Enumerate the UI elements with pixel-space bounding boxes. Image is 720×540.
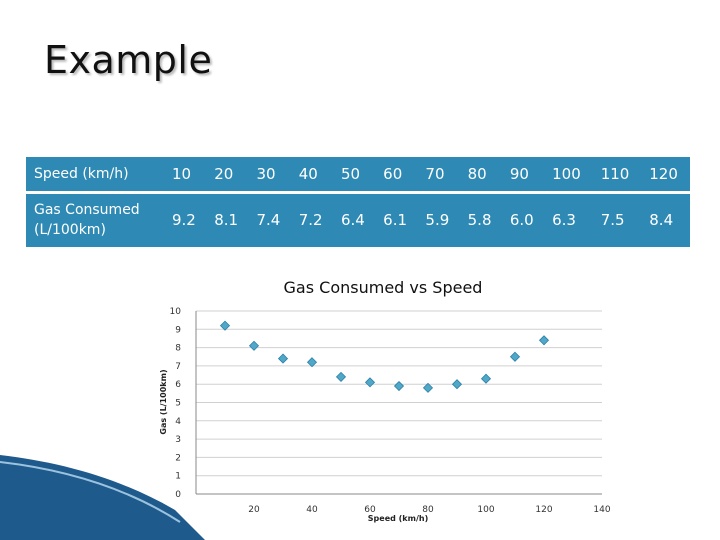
gas-cell: 6.0 <box>509 211 534 230</box>
data-point <box>364 377 376 388</box>
y-tick-label: 6 <box>175 380 181 390</box>
y-tick-label: 8 <box>175 344 181 354</box>
speed-cell: 90 <box>501 157 545 194</box>
speed-cell: 80 <box>459 157 502 194</box>
y-tick-label: 5 <box>175 399 181 409</box>
x-tick-label: 80 <box>422 505 434 515</box>
speed-cell: 20 <box>206 157 249 194</box>
speed-cell: 60 <box>375 157 418 194</box>
data-point <box>480 373 492 384</box>
speed-cell: 50 <box>332 157 376 194</box>
x-tick-label: 60 <box>364 505 376 515</box>
data-points <box>219 320 550 393</box>
y-tick-label: 2 <box>175 453 181 463</box>
y-tick-label: 1 <box>175 472 181 482</box>
gas-row-header: Gas Consumed (L/100km) <box>34 202 140 239</box>
decorative-swoosh-highlight <box>0 461 181 523</box>
gas-cell: 9.2 <box>172 211 196 230</box>
data-point <box>393 380 405 392</box>
data-point <box>335 371 347 382</box>
data-point <box>306 357 318 368</box>
gridlines <box>196 310 602 477</box>
data-point <box>277 353 289 364</box>
gas-cell: 5.9 <box>425 211 450 230</box>
data-point <box>248 340 260 351</box>
decorative-swoosh <box>0 455 205 540</box>
gas-cell: 7.4 <box>256 211 281 230</box>
x-tick-label: 140 <box>593 505 610 515</box>
speed-cell: 30 <box>248 157 291 194</box>
speed-cell: 120 <box>641 157 690 194</box>
data-point <box>422 382 434 393</box>
gas-cell: 6.4 <box>340 211 365 230</box>
gas-cell: 6.1 <box>383 211 408 230</box>
gas-row: Gas Consumed (L/100km) 9.2 8.1 7.4 7.2 6… <box>26 192 690 247</box>
speed-cell: 100 <box>544 157 593 194</box>
speed-row: Speed (km/h) 10 20 30 40 50 60 70 80 90 … <box>26 157 690 194</box>
speed-cell: 40 <box>290 157 333 194</box>
y-tick-label: 10 <box>170 307 182 317</box>
data-point <box>538 335 550 346</box>
data-point <box>219 320 231 331</box>
data-point <box>451 379 463 390</box>
data-point <box>509 351 521 362</box>
y-tick-label: 9 <box>175 325 181 335</box>
gas-cell: 6.3 <box>552 211 576 230</box>
y-tick-label: 0 <box>175 490 181 500</box>
gas-cell: 5.8 <box>467 211 492 230</box>
x-tick-label: 40 <box>306 505 318 515</box>
gas-cell: 7.2 <box>298 211 323 230</box>
x-tick-label: 120 <box>535 505 552 515</box>
y-tick-label: 3 <box>175 435 181 445</box>
x-axis-title: Speed (km/h) <box>368 514 428 523</box>
gas-cell: 8.4 <box>649 211 674 230</box>
data-table: Speed (km/h) 10 20 30 40 50 60 70 80 90 … <box>26 157 690 247</box>
speed-cell: 110 <box>592 157 642 194</box>
x-tick-label: 100 <box>477 505 494 515</box>
speed-cell: 70 <box>417 157 460 194</box>
y-tick-label: 4 <box>175 417 181 427</box>
slide-title: Example <box>44 38 213 82</box>
y-axis-title: Gas (L/100km) <box>159 369 168 434</box>
gas-cell: 7.5 <box>600 211 625 230</box>
tick-labels: 0 1 2 3 4 5 6 7 8 9 10 20 40 60 80 100 120 140 <box>170 307 611 515</box>
speed-cell: 10 <box>164 157 207 194</box>
y-tick-label: 7 <box>175 362 181 372</box>
axes <box>195 311 602 495</box>
speed-row-header: Speed (km/h) <box>26 157 164 194</box>
chart-title: Gas Consumed vs Speed <box>284 278 483 297</box>
gas-cell: 8.1 <box>214 211 239 230</box>
x-tick-label: 20 <box>248 505 260 515</box>
